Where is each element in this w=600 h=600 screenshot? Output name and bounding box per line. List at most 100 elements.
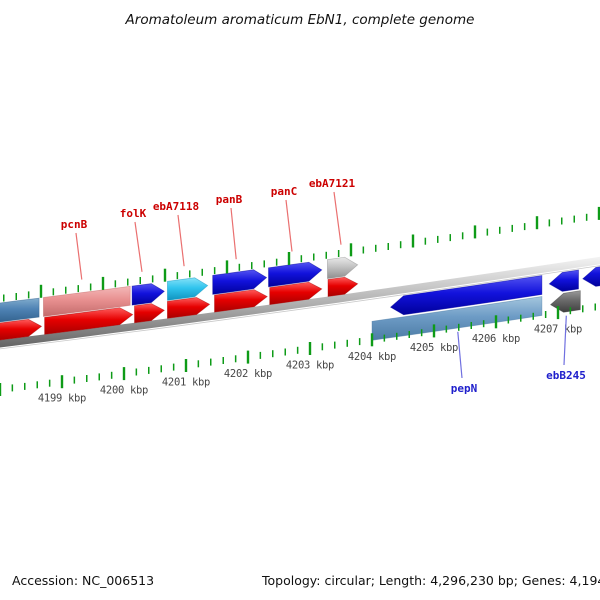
minor-tick [449, 234, 451, 242]
gene-label-panC[interactable]: panC [271, 185, 298, 198]
forward_cds-feature[interactable] [327, 276, 359, 297]
gene-ebB245[interactable] [550, 290, 581, 313]
forward_cds-feature[interactable] [167, 297, 211, 319]
gene-label-ebB245[interactable]: ebB245 [546, 369, 586, 382]
minor-tick [334, 341, 336, 349]
forward_cds-feature[interactable] [214, 289, 268, 313]
leader-line-ebB245 [563, 315, 567, 366]
ruler-bottom-ticks [0, 303, 596, 396]
minor-tick [48, 379, 51, 387]
minor-tick [486, 228, 489, 236]
minor-tick [325, 251, 327, 259]
minor-tick [101, 276, 105, 290]
minor-tick [27, 291, 30, 299]
minor-tick [52, 288, 55, 296]
ruler-label-4206: 4206 kbp [472, 333, 520, 345]
gene-label-panB[interactable]: panB [216, 193, 243, 206]
gene-label-ebA7118[interactable]: ebA7118 [153, 200, 199, 213]
reverse_cds-feature[interactable] [582, 263, 600, 287]
minor-tick [383, 334, 386, 342]
minor-tick [189, 270, 191, 278]
minor-tick [24, 382, 26, 390]
minor-tick [222, 357, 224, 364]
minor-tick [349, 243, 353, 257]
minor-tick [494, 315, 498, 329]
ruler-label-4203: 4203 kbp [286, 360, 334, 372]
minor-tick [408, 331, 410, 338]
minor-tick [73, 376, 76, 384]
gene-ebA7118[interactable] [167, 277, 209, 301]
reverse_cds-feature[interactable] [390, 275, 543, 316]
forward_cds-feature[interactable] [269, 281, 323, 306]
ruler-label-4202: 4202 kbp [224, 368, 272, 380]
forward_category-feature[interactable] [0, 297, 40, 323]
gene-label-pepN[interactable]: pepN [451, 382, 478, 395]
minor-tick [346, 339, 348, 347]
ruler-label-4200: 4200 kbp [100, 385, 148, 397]
ruler-label-4207: 4207 kbp [534, 324, 582, 336]
minor-tick [313, 253, 315, 261]
minor-tick [86, 375, 88, 382]
minor-tick [461, 232, 464, 240]
minor-tick [114, 280, 117, 288]
ruler-top-ticks [3, 206, 600, 302]
leader-line-pepN [457, 331, 463, 379]
minor-tick [387, 243, 389, 250]
minor-tick [251, 262, 253, 270]
minor-tick [482, 320, 485, 328]
backbone-band [0, 256, 600, 350]
minor-tick [98, 373, 100, 381]
minor-tick [569, 307, 572, 315]
minor-tick [238, 263, 241, 271]
minor-tick [507, 316, 510, 324]
minor-tick [520, 314, 522, 322]
minor-tick [176, 272, 179, 280]
minor-tick [399, 241, 402, 249]
minor-tick [296, 346, 299, 354]
gene-label-pcnB[interactable]: pcnB [61, 218, 88, 231]
minor-tick [284, 348, 286, 356]
minor-tick [263, 260, 265, 268]
minor-tick [65, 286, 67, 294]
gene-panC[interactable] [268, 261, 323, 288]
gene-panB[interactable] [212, 269, 268, 295]
ruler-label-4204: 4204 kbp [348, 351, 396, 363]
forward-strand-features [0, 256, 359, 341]
minor-tick [523, 223, 526, 231]
minor-tick [362, 246, 365, 254]
forward_cds-feature[interactable] [44, 307, 134, 335]
minor-tick [77, 285, 79, 293]
minor-tick [89, 283, 92, 291]
forward_cds-feature[interactable] [0, 319, 43, 341]
reverse_cds-feature[interactable] [548, 269, 579, 292]
minor-tick [511, 224, 513, 232]
accession-label: Accession: NC_006513 [12, 573, 155, 588]
gene-folK[interactable] [131, 283, 165, 306]
minor-tick [259, 351, 262, 359]
minor-tick [110, 371, 113, 379]
forward_cds-feature[interactable] [134, 303, 165, 324]
minor-tick [548, 219, 551, 227]
leader-line-panC [285, 199, 293, 252]
minor-tick [287, 252, 291, 265]
minor-tick [160, 365, 162, 373]
minor-tick [499, 226, 501, 234]
minor-tick [122, 367, 126, 381]
minor-tick [127, 278, 129, 286]
gene-label-folK[interactable]: folK [120, 207, 147, 220]
minor-tick [139, 277, 141, 284]
minor-tick [201, 268, 203, 276]
gene-pepN[interactable] [371, 296, 543, 341]
minor-tick [473, 225, 477, 239]
minor-tick [151, 275, 154, 283]
minor-tick [60, 375, 64, 389]
minor-tick [3, 294, 5, 302]
gene-pcnB[interactable] [43, 285, 131, 317]
minor-tick [275, 258, 278, 266]
ruler-labels: 4199 kbp 4200 kbp 4201 kbp 4202 kbp 4203 kbp… [38, 324, 582, 405]
gene-label-ebA7121[interactable]: ebA7121 [309, 177, 356, 190]
gene-ebA7121[interactable] [327, 256, 359, 280]
minor-tick [213, 267, 216, 275]
minor-tick [308, 342, 312, 355]
